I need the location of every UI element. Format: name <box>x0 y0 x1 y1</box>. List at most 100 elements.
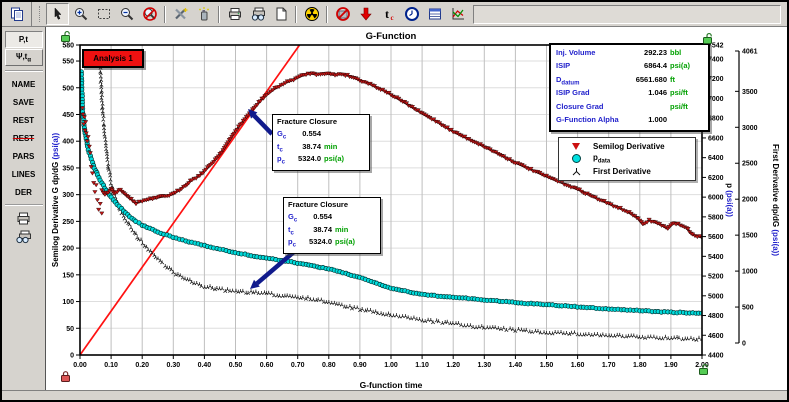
fc-value: 5324.0 <box>298 154 321 163</box>
sidebar-item-der[interactable]: DER <box>5 183 42 201</box>
sidebar-separator <box>4 70 43 72</box>
zoom-off-icon[interactable] <box>138 3 161 25</box>
sidebar-item-name[interactable]: NAME <box>5 75 42 93</box>
sidebar-item-label: DER <box>15 187 32 197</box>
fc-value: 0.554 <box>302 129 321 138</box>
svg-text:1.70: 1.70 <box>602 362 616 369</box>
svg-text:0.50: 0.50 <box>229 362 243 369</box>
svg-text:5200: 5200 <box>708 274 724 281</box>
info-row: G-Function Alpha 1.000 <box>556 115 704 128</box>
cancel-icon[interactable] <box>331 3 354 25</box>
info-unit: psi/ft <box>670 101 688 111</box>
fc-value: 5324.0 <box>309 237 332 246</box>
info-label: Ddatum <box>556 74 580 87</box>
svg-text:0.40: 0.40 <box>198 362 212 369</box>
sidebar-item-label: LINES <box>11 169 36 179</box>
fc-row: Gc 0.554 <box>288 212 376 225</box>
status-bar <box>2 390 787 400</box>
lock-icon[interactable] <box>60 370 72 383</box>
svg-text:50: 50 <box>66 326 74 333</box>
radiation-icon[interactable] <box>300 3 323 25</box>
sidebar-item-label: Ψ,tα <box>15 51 32 64</box>
print-icon[interactable] <box>223 3 246 25</box>
analysis-label[interactable]: Analysis 1 <box>82 49 144 68</box>
sidebar-item-lines[interactable]: LINES <box>5 165 42 183</box>
svg-text:c: c <box>390 14 393 22</box>
legend-label: pdata <box>593 152 611 165</box>
fc-value: 38.74 <box>302 141 321 151</box>
svg-text:300: 300 <box>62 192 74 199</box>
clock-icon[interactable] <box>400 3 423 25</box>
svg-text:6400: 6400 <box>708 155 724 162</box>
svg-text:2000: 2000 <box>742 197 758 204</box>
spray-icon[interactable] <box>192 3 215 25</box>
svg-text:1.60: 1.60 <box>571 362 585 369</box>
fc-unit: psi(a) <box>335 237 356 246</box>
page-icon[interactable] <box>269 3 292 25</box>
print-preview-icon[interactable] <box>246 3 269 25</box>
zoom-window-icon[interactable] <box>92 3 115 25</box>
cursor-icon[interactable] <box>46 3 69 25</box>
svg-text:0.00: 0.00 <box>73 362 87 369</box>
svg-text:4800: 4800 <box>708 313 724 320</box>
info-row: ISIP 6864.4 psi(a) <box>556 61 704 74</box>
sidebar-item-psi-ta[interactable]: Ψ,tα <box>4 49 43 66</box>
unlock-icon[interactable] <box>702 32 714 45</box>
table-icon[interactable] <box>423 3 446 25</box>
fracture-closure-title: Fracture Closure <box>277 117 338 126</box>
unlock-icon[interactable] <box>698 363 710 376</box>
sidebar-item-label: REST <box>12 115 35 125</box>
svg-text:0.20: 0.20 <box>135 362 149 369</box>
zoom-out-icon[interactable] <box>115 3 138 25</box>
zoom-in-icon[interactable] <box>69 3 92 25</box>
copy-icon[interactable] <box>5 3 28 25</box>
unlock-icon[interactable] <box>60 30 72 43</box>
svg-text:2500: 2500 <box>742 161 758 168</box>
svg-text:First Derivative dp/dG (psi(: First Derivative dp/dG (psi(a)) <box>771 144 780 256</box>
info-label: Closure Grad <box>556 101 604 111</box>
svg-text:1.20: 1.20 <box>446 362 460 369</box>
svg-text:Semilog Derivative G dp/dG: Semilog Derivative G dp/dG (psi(a)) <box>51 133 60 268</box>
info-label: G-Function Alpha <box>556 114 619 124</box>
fc-row: tc 38.74 min <box>277 142 365 155</box>
g-function-chart[interactable]: 0.00 0.10 0.20 0.30 0.40 0.50 0.60 0.70 0.80 0.90… <box>46 27 789 395</box>
toolbar-grip[interactable] <box>39 6 43 22</box>
legend-item[interactable]: pdata <box>559 153 695 166</box>
svg-text:200: 200 <box>62 246 74 253</box>
info-value: 1.000 <box>648 114 667 124</box>
tools-icon[interactable] <box>169 3 192 25</box>
info-label: Inj. Volume <box>556 48 596 57</box>
fracture-closure-box-2[interactable]: Fracture Closure Gc 0.554 tc 38.74 min pc 53… <box>283 197 381 254</box>
legend-item[interactable]: First Derivative <box>559 165 695 178</box>
sidebar-item-rest[interactable]: REST <box>5 111 42 129</box>
print-preview-icon <box>16 230 31 243</box>
fc-value: 0.554 <box>313 212 332 221</box>
chart-icon[interactable] <box>446 3 469 25</box>
tripod-marker-icon <box>559 167 593 176</box>
info-unit: psi(a) <box>670 61 691 71</box>
print-icon <box>17 212 30 224</box>
sidebar-item-save[interactable]: SAVE <box>5 93 42 111</box>
info-value: 6864.4 <box>644 61 667 71</box>
arrow-down-icon[interactable] <box>354 3 377 25</box>
info-value: 6561.680 <box>635 74 667 84</box>
sidebar-print-button[interactable] <box>5 209 42 227</box>
svg-text:6600: 6600 <box>708 135 724 142</box>
sidebar-print-preview-button[interactable] <box>5 227 42 245</box>
svg-text:7400: 7400 <box>708 57 724 64</box>
sidebar-item-pt[interactable]: P,t <box>4 31 43 48</box>
svg-text:6800: 6800 <box>708 116 724 123</box>
sidebar-item-label: P,t <box>18 35 29 44</box>
svg-text:p (psi(a)): p (psi(a)) <box>725 183 734 217</box>
info-unit: bbl <box>670 48 682 57</box>
svg-text:5000: 5000 <box>708 293 724 300</box>
sidebar-item-label: PARS <box>12 151 35 161</box>
sidebar-item-rest-disabled[interactable]: REST <box>5 129 42 147</box>
sidebar-item-pars[interactable]: PARS <box>5 147 42 165</box>
svg-text:G-function time: G-function time <box>360 380 423 390</box>
svg-text:0.80: 0.80 <box>322 362 336 369</box>
legend-item[interactable]: Semilog Derivative <box>559 140 695 153</box>
fracture-closure-box-1[interactable]: Fracture Closure Gc 0.554 tc 38.74 min pc 53… <box>272 114 370 171</box>
